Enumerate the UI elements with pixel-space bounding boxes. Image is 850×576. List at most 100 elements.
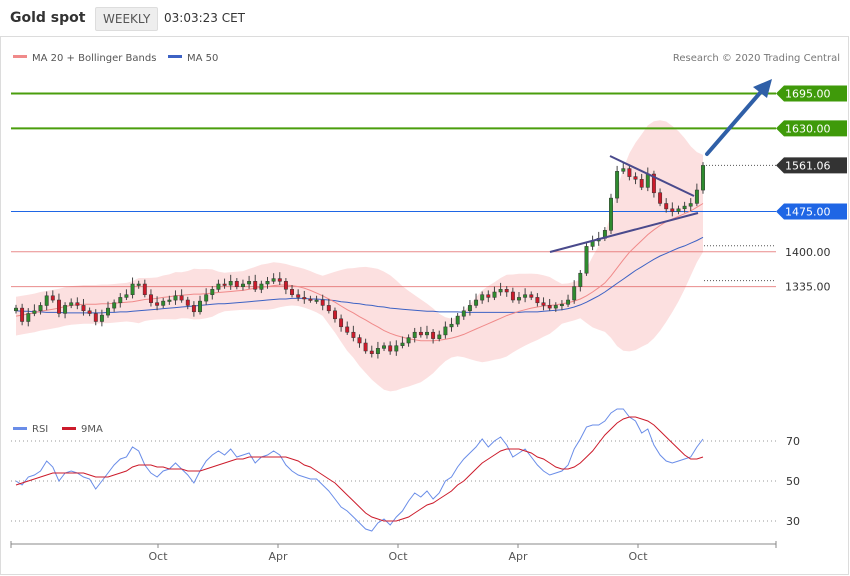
candle-up — [572, 286, 577, 301]
candle-down — [369, 350, 374, 354]
candle-down — [541, 302, 546, 306]
target-arrow-shaft — [705, 84, 768, 156]
candle-down — [234, 281, 239, 287]
rsi-panel: 30 50 70 — [11, 408, 800, 532]
candle-down — [547, 305, 552, 309]
candle-up — [14, 307, 18, 312]
annotations — [549, 79, 772, 253]
candle-up — [400, 342, 405, 346]
timeframe-selector[interactable]: WEEKLY — [95, 7, 159, 31]
candle-down — [639, 179, 644, 188]
candle-down — [222, 283, 227, 286]
candle-up — [32, 310, 37, 314]
candle-up — [173, 295, 178, 301]
candle-up — [44, 295, 49, 306]
candle-up — [566, 299, 571, 305]
candle-up — [106, 307, 110, 316]
candle-down — [253, 281, 258, 290]
price-level-label: 1561.06 — [785, 159, 831, 172]
candle-down — [308, 298, 313, 301]
candle-down — [333, 310, 337, 320]
candle-down — [357, 337, 362, 344]
candle-down — [50, 295, 55, 301]
candle-up — [259, 283, 264, 290]
candles — [14, 162, 705, 359]
candle-up — [443, 326, 448, 336]
candle-down — [81, 305, 86, 312]
rsi-legend-swatch — [13, 427, 27, 430]
candle-up — [694, 189, 699, 204]
ma50-line — [15, 236, 704, 314]
price-level-labels: 1695.00 1630.00 1561.06 1475.00 1400.00 1335.… — [776, 85, 847, 294]
ma50-legend-swatch — [168, 55, 182, 58]
candle-up — [553, 305, 558, 309]
candle-up — [124, 294, 129, 298]
candle-up — [69, 302, 74, 306]
candle-up — [375, 348, 380, 354]
time-axis-label: Oct — [628, 550, 648, 563]
candle-up — [216, 283, 221, 290]
candle-up — [26, 313, 31, 322]
candle-up — [314, 299, 319, 302]
candle-up — [118, 297, 123, 304]
candle-up — [474, 299, 479, 306]
candle-down — [529, 294, 534, 298]
candle-down — [142, 283, 147, 295]
candle-down — [431, 331, 436, 339]
timestamp: 03:03:23 CET — [164, 11, 245, 25]
candle-up — [688, 203, 693, 207]
candle-down — [627, 168, 632, 177]
rsi-level-label: 70 — [786, 435, 800, 448]
copyright-text: Research © 2020 Trading Central — [673, 53, 840, 64]
candle-up — [99, 314, 104, 322]
candle-down — [20, 307, 25, 322]
ma20-legend-label: MA 20 + Bollinger Bands — [32, 53, 156, 64]
rsi-level-label: 50 — [786, 475, 800, 488]
rsi-line — [15, 408, 704, 532]
candle-up — [136, 283, 141, 286]
candle-down — [283, 281, 288, 290]
candle-down — [351, 331, 356, 338]
candle-down — [658, 192, 663, 204]
candle-up — [615, 171, 620, 199]
candle-down — [57, 299, 61, 314]
candle-up — [63, 305, 68, 314]
candle-up — [645, 173, 650, 188]
candle-up — [271, 278, 276, 282]
candle-down — [345, 326, 350, 333]
candle-up — [559, 304, 564, 307]
candle-down — [504, 289, 509, 293]
triangle-upper-line — [609, 155, 695, 197]
price-level-label: 1335.00 — [785, 281, 831, 294]
candle-up — [578, 272, 583, 287]
price-level-label: 1630.00 — [785, 122, 831, 135]
candle-up — [161, 300, 166, 306]
candle-down — [93, 313, 98, 322]
candle-up — [204, 294, 209, 302]
candle-down — [664, 203, 669, 210]
candle-down — [418, 331, 423, 336]
rsi-legend: RSI 9MA — [13, 424, 103, 435]
candle-down — [326, 305, 331, 312]
candle-up — [467, 305, 472, 312]
candle-up — [412, 331, 417, 338]
price-level-label-bg — [776, 203, 847, 220]
price-level-label: 1475.00 — [785, 206, 831, 219]
candle-down — [155, 302, 160, 306]
candle-up — [682, 205, 687, 210]
candle-up — [394, 345, 399, 352]
candle-down — [296, 294, 301, 298]
candle-down — [510, 291, 515, 301]
candle-down — [191, 305, 196, 313]
candle-up — [406, 337, 411, 344]
candle-down — [339, 318, 344, 328]
candle-up — [437, 334, 442, 339]
triangle-lower-line — [549, 212, 699, 253]
candle-up — [247, 281, 252, 285]
price-level-label: 1695.00 — [785, 87, 831, 100]
candle-up — [198, 300, 202, 313]
rsi-ma9-line — [15, 416, 704, 522]
candle-down — [290, 289, 294, 295]
candle-up — [455, 315, 460, 325]
ma20-line — [15, 203, 704, 342]
